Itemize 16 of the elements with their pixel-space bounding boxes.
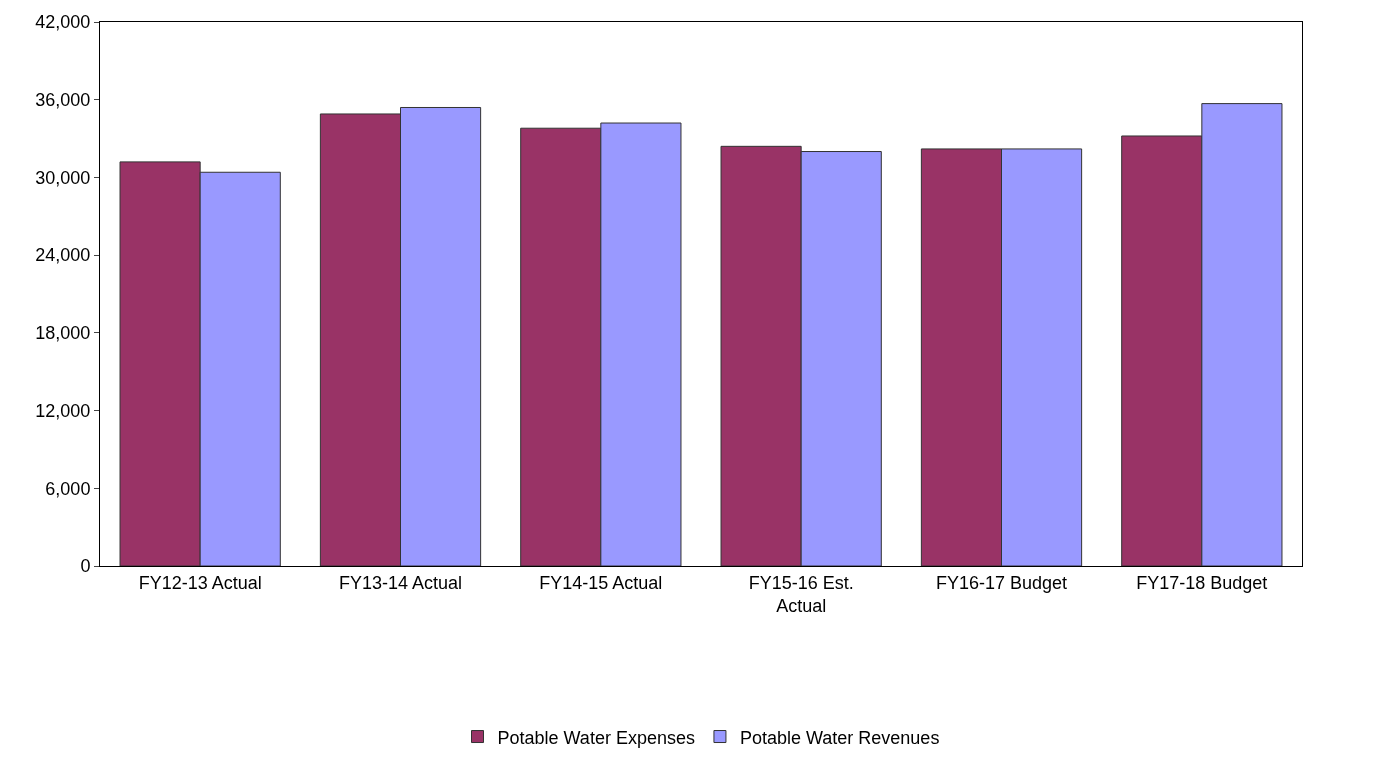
x-tick-label: FY13-14 Actual [338,572,463,593]
y-tick-label: 36,000 [35,90,91,111]
y-tick-label: 12,000 [35,400,91,421]
y-tick-label: 18,000 [35,323,91,344]
legend-label: Potable Water Expenses [497,727,695,748]
x-tick-label: FY16-17 Budget [935,572,1068,593]
x-tick-label: FY17-18 Budget [1136,572,1268,593]
x-tick-label: FY12-13 Actual [138,572,262,593]
y-tick-label: 42,000 [35,12,91,33]
x-tick-label: FY14-15 Actual [539,572,663,593]
y-tick-label: 24,000 [35,245,91,266]
y-tick-label: 6,000 [45,478,91,499]
y-tick-label: 0 [80,556,91,577]
x-tick-label: FY15-16 Est. Actual [748,572,854,616]
legend-label: Potable Water Revenues [739,727,940,748]
y-tick-label: 30,000 [35,167,91,188]
